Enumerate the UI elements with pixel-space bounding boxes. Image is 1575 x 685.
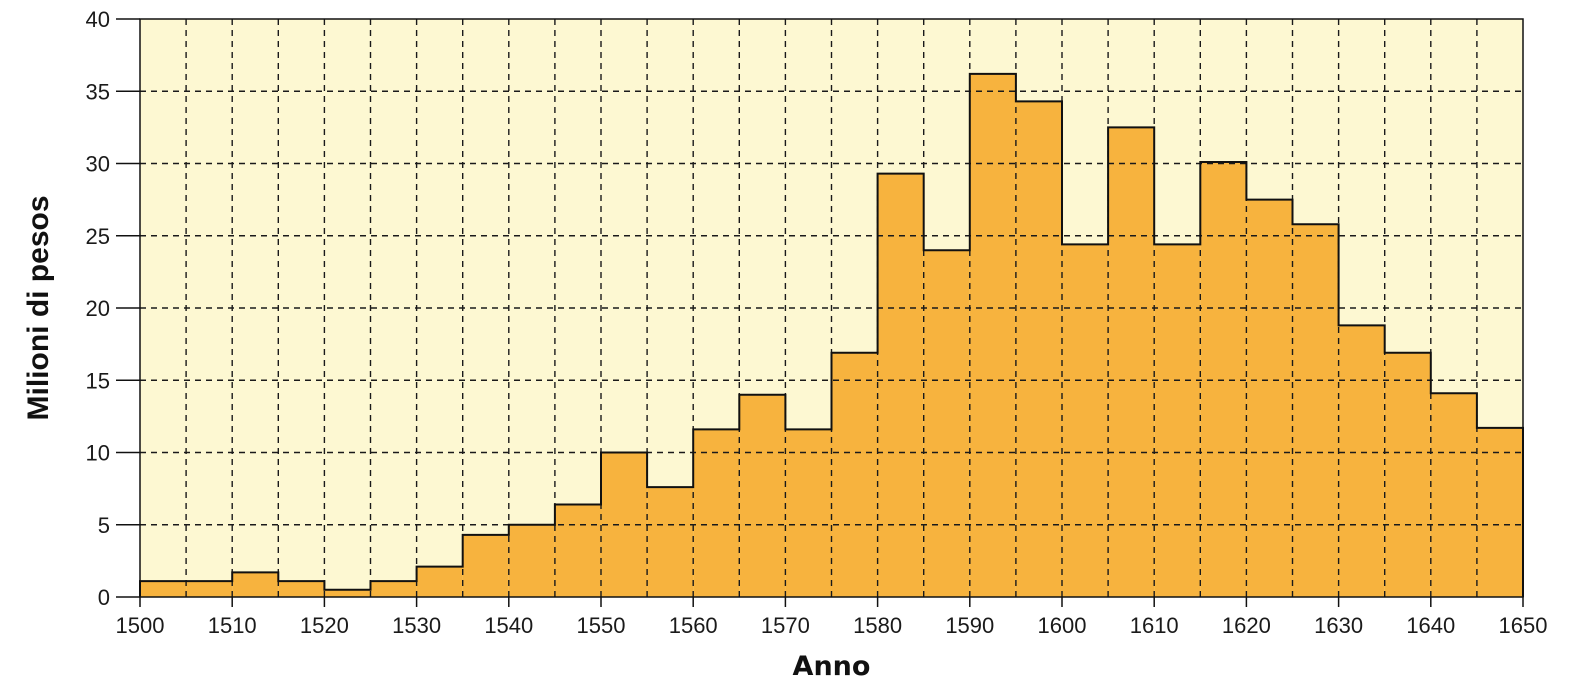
bar-1605 (1108, 127, 1155, 597)
x-tick-label: 1640 (1406, 613, 1455, 638)
bar-1585 (923, 250, 970, 597)
x-tick-label: 1630 (1314, 613, 1363, 638)
y-axis-ticks: 0 5 10 15 20 25 30 35 40 (86, 7, 140, 610)
x-tick-label: 1520 (300, 613, 349, 638)
bar-1545 (554, 504, 601, 597)
y-tick-label: 0 (98, 585, 110, 610)
bar-1505 (186, 581, 233, 597)
bar-1600 (1062, 244, 1109, 598)
bar-1645 (1476, 427, 1523, 597)
bar-1620 (1246, 199, 1293, 597)
bar-1640 (1430, 393, 1477, 597)
y-tick-label: 10 (86, 441, 110, 466)
bar-1555 (647, 487, 694, 597)
y-tick-label: 35 (86, 79, 110, 104)
bar-1510 (232, 572, 279, 597)
bar-1610 (1154, 244, 1201, 598)
bar-1575 (831, 352, 878, 597)
x-tick-label: 1570 (761, 613, 810, 638)
bar-1515 (278, 581, 325, 597)
bar-1590 (969, 73, 1016, 597)
bar-1540 (508, 524, 555, 597)
bar-1630 (1338, 325, 1385, 597)
x-tick-label: 1510 (208, 613, 257, 638)
y-tick-label: 30 (86, 152, 110, 177)
bar-1565 (739, 394, 786, 597)
x-tick-label: 1610 (1130, 613, 1179, 638)
x-tick-label: 1590 (945, 613, 994, 638)
y-tick-label: 40 (86, 7, 110, 32)
bars-group (140, 73, 1523, 598)
x-axis-ticks: 1500 1510 1520 1530 1540 1550 1560 1570 1580 1590… (116, 597, 1548, 638)
x-tick-label: 1650 (1499, 613, 1548, 638)
x-tick-label: 1580 (853, 613, 902, 638)
x-tick-label: 1620 (1222, 613, 1271, 638)
bar-1615 (1200, 162, 1247, 597)
y-tick-label: 15 (86, 368, 110, 393)
histogram-outline (139, 72, 1524, 597)
x-tick-label: 1500 (116, 613, 165, 638)
bar-1500 (140, 581, 187, 597)
x-tick-label: 1530 (392, 613, 441, 638)
bar-1595 (1015, 101, 1062, 598)
bar-1625 (1292, 224, 1339, 597)
y-tick-label: 25 (86, 224, 110, 249)
bar-1580 (877, 173, 924, 598)
y-axis-title: Milioni di pesos (22, 195, 55, 420)
bar-1635 (1384, 352, 1431, 597)
x-axis-title: Anno (793, 651, 871, 682)
bar-1520 (324, 589, 371, 597)
y-tick-label: 20 (86, 296, 110, 321)
x-tick-label: 1560 (669, 613, 718, 638)
bar-1525 (370, 581, 417, 597)
bar-1535 (462, 534, 509, 597)
x-tick-label: 1550 (577, 613, 626, 638)
x-tick-label: 1600 (1038, 613, 1087, 638)
bar-1530 (416, 566, 463, 597)
bar-1570 (785, 429, 832, 597)
y-tick-label: 5 (98, 513, 110, 538)
bar-1560 (693, 429, 740, 597)
x-tick-label: 1540 (484, 613, 533, 638)
